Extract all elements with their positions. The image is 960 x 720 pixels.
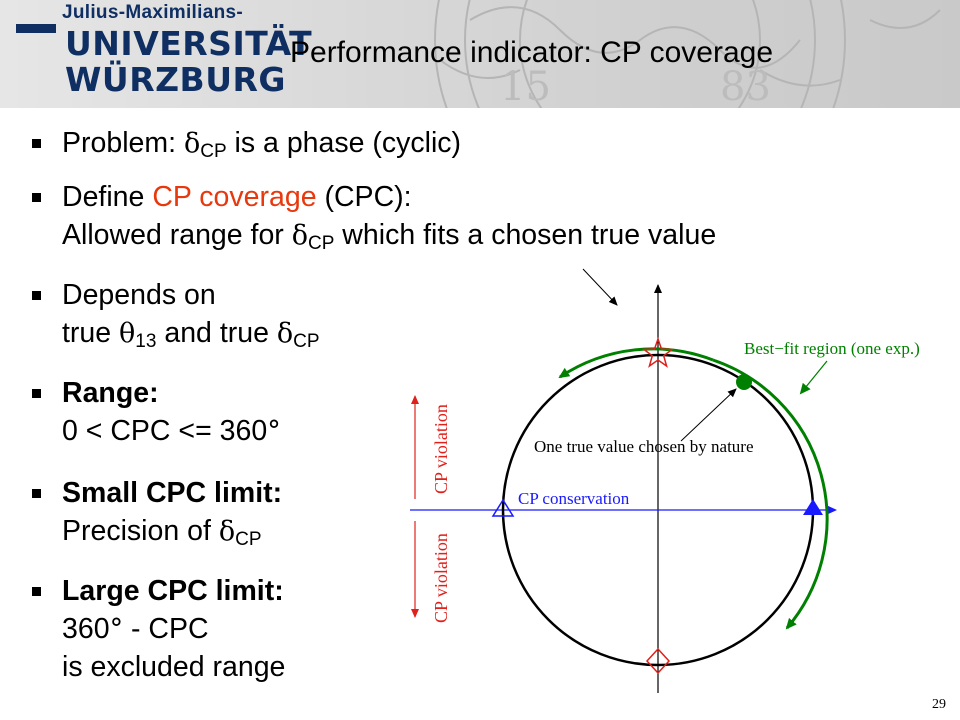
label-best-fit: Best−fit region (one exp.)	[744, 339, 920, 358]
bullet-text: Allowed range for	[62, 219, 292, 251]
best-fit-pointer	[799, 360, 828, 395]
theta-symbol: θ	[119, 318, 136, 349]
bullet-marker	[32, 389, 41, 398]
pointer-arrow	[582, 268, 618, 306]
subscript: CP	[307, 233, 335, 254]
bullet-marker	[32, 489, 41, 498]
degree-symbol: °	[109, 614, 124, 645]
bullet-text: is a phase (cyclic)	[226, 127, 462, 159]
logo-bar	[16, 24, 56, 33]
bullet-text: Depends on	[62, 279, 216, 311]
delta-symbol: δ	[183, 128, 201, 159]
bullet-text: is excluded range	[62, 651, 286, 683]
bullet-text: 360	[62, 613, 110, 645]
filled-triangle-icon	[803, 499, 823, 515]
subscript: CP	[200, 141, 227, 162]
bullet-text: and true	[156, 317, 277, 349]
bullet-text: true	[62, 317, 120, 349]
logo-line2: UNIVERSITÄT	[65, 24, 313, 63]
logo-line1: Julius-Maximilians-	[62, 2, 243, 23]
hollow-triangle-icon	[491, 498, 515, 517]
bullet-heading: Small CPC limit:	[62, 477, 283, 509]
bullet-text: Precision of	[62, 515, 219, 547]
label-cp-violation-bottom: CP violation	[431, 533, 451, 623]
seal-digits-left: 15	[500, 64, 551, 108]
delta-symbol: δ	[218, 516, 236, 547]
university-seal-watermark: 15 83	[434, 0, 941, 108]
label-cp-violation-top: CP violation	[431, 404, 451, 494]
highlight-term: CP coverage	[152, 181, 317, 213]
bullet-marker	[32, 291, 41, 300]
bullet-marker	[32, 139, 41, 148]
bullet-text: 0 < CPC <= 360	[62, 415, 268, 447]
bullet-marker	[32, 193, 41, 202]
page-title: Performance indicator: CP coverage	[290, 36, 774, 69]
slide-header: 15 83 Julius-Maximilians- UNIVERSITÄT WÜ…	[0, 0, 960, 108]
bullet-text: which fits a chosen true value	[334, 219, 717, 251]
bullet-text: - CPC	[123, 613, 209, 645]
true-value-dot	[736, 374, 752, 390]
page-number: 29	[932, 697, 946, 712]
diamond-icon	[645, 647, 671, 675]
delta-symbol: δ	[276, 318, 294, 349]
star-icon	[641, 336, 675, 368]
bullet-heading: Large CPC limit:	[62, 575, 284, 607]
subscript: CP	[235, 529, 262, 550]
bullet-text: Problem:	[62, 127, 184, 159]
subscript: 13	[135, 331, 157, 352]
delta-symbol: δ	[291, 220, 308, 251]
true-value-pointer	[680, 388, 737, 442]
degree-symbol: °	[267, 416, 281, 447]
label-true-value: One true value chosen by nature	[534, 437, 754, 456]
best-fit-arc-start	[558, 347, 714, 379]
bullet-text: (CPC):	[316, 181, 412, 213]
seal-digits-right: 83	[720, 64, 771, 108]
logo-line3: WÜRZBURG	[65, 60, 286, 99]
subscript: CP	[293, 331, 320, 352]
bullet-text: Define	[62, 181, 153, 213]
university-logo: Julius-Maximilians- UNIVERSITÄT WÜRZBURG	[8, 0, 312, 104]
bullet-heading: Range:	[62, 377, 159, 409]
bullet-marker	[32, 587, 41, 596]
cp-coverage-diagram: Best−fit region (one exp.) One true valu…	[410, 268, 920, 693]
best-fit-arc	[712, 358, 829, 630]
label-cp-conservation: CP conservation	[518, 489, 630, 508]
